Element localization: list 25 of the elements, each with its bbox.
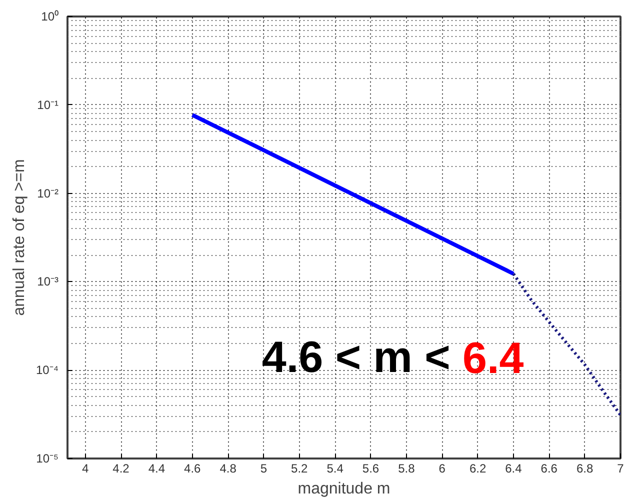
- x-tick-label: 6.6: [540, 462, 558, 476]
- x-tick-label: 5: [260, 462, 268, 476]
- x-tick-label: 7: [617, 462, 624, 476]
- y-tick-label: 10⁻³: [37, 274, 59, 289]
- y-tick-label: 10⁻²: [37, 186, 59, 200]
- x-tick-label: 5.2: [291, 462, 308, 476]
- x-tick-label: 4.4: [148, 462, 166, 476]
- x-tick-label: 5.6: [362, 462, 380, 476]
- x-tick-label: 6.2: [469, 462, 486, 476]
- annotation: 4.6 < m < 6.4: [262, 333, 524, 384]
- x-tick-label: 5.4: [326, 462, 344, 476]
- y-tick-label: 10⁰: [41, 10, 59, 24]
- x-tick-label: 4.6: [184, 462, 202, 476]
- y-axis-title: annual rate of eq >=m: [10, 159, 28, 316]
- y-tick-label: 10⁻⁵: [36, 452, 59, 466]
- x-tick-label: 5.8: [398, 462, 416, 476]
- x-tick-label: 6: [438, 462, 446, 476]
- x-axis-title: magnitude m: [298, 480, 390, 498]
- y-tick-label: 10⁻¹: [37, 98, 59, 112]
- x-tick-label: 4: [82, 462, 89, 476]
- x-tick-label: 4.8: [220, 462, 237, 476]
- x-tick-label: 6.4: [505, 462, 522, 476]
- x-tick-label: 6.8: [576, 462, 594, 476]
- y-tick-label: 10⁻⁴: [36, 363, 59, 378]
- x-tick-label: 4.2: [112, 462, 130, 476]
